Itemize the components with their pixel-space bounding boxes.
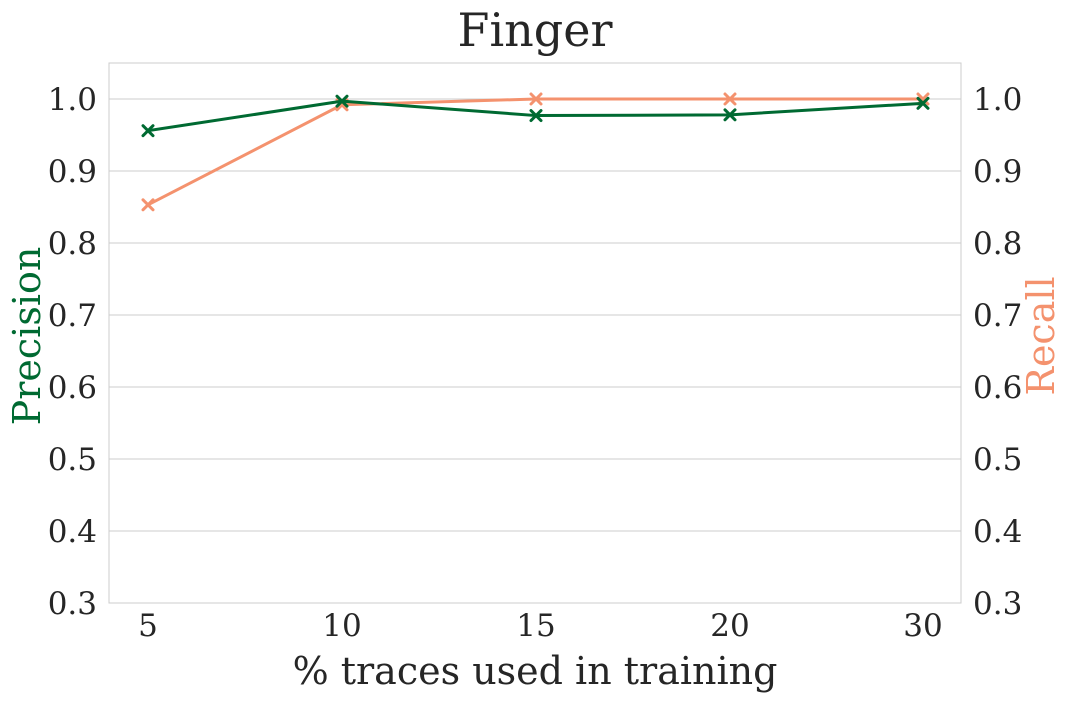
y-tick-label-right: 0.8 (973, 226, 1022, 262)
data-point-precision (141, 124, 155, 138)
y-tick-label-right: 1.0 (973, 82, 1022, 118)
data-point-precision (529, 109, 543, 123)
y-tick-label-left: 1.0 (48, 82, 97, 118)
y-tick-label-right: 0.3 (973, 586, 1022, 622)
data-point-precision (916, 96, 930, 110)
y-tick-label-right: 0.6 (973, 370, 1022, 406)
x-tick-label: 30 (903, 608, 942, 644)
y-tick-label-right: 0.4 (973, 514, 1022, 550)
chart-title: Finger (458, 3, 613, 57)
y-axis-left-label: Precision (5, 247, 49, 426)
data-point-precision (723, 108, 737, 122)
plot-frame (108, 62, 962, 604)
x-tick-label: 15 (516, 608, 555, 644)
y-tick-label-right: 0.5 (973, 442, 1022, 478)
y-tick-label-left: 0.9 (48, 154, 97, 190)
data-point-recall (529, 92, 543, 106)
y-axis-left-ticks: 0.3 0.4 0.5 0.6 0.7 0.8 0.9 1.0 (48, 82, 97, 622)
data-point-precision (335, 94, 349, 108)
grid-lines (109, 98, 961, 604)
x-tick-label: 10 (322, 608, 361, 644)
y-tick-label-left: 0.8 (48, 226, 97, 262)
y-tick-label-left: 0.3 (48, 586, 97, 622)
x-tick-label: 5 (138, 608, 158, 644)
y-axis-right-label: Recall (1019, 276, 1063, 395)
data-point-recall (723, 92, 737, 106)
y-tick-label-left: 0.7 (48, 298, 97, 334)
data-point-recall (141, 198, 155, 212)
y-tick-label-left: 0.5 (48, 442, 97, 478)
y-tick-label-right: 0.9 (973, 154, 1022, 190)
x-axis-ticks: 5 10 15 20 30 (138, 608, 943, 644)
x-tick-label: 20 (710, 608, 749, 644)
series (141, 92, 930, 212)
y-tick-label-right: 0.7 (973, 298, 1022, 334)
x-axis-label: % traces used in training (293, 649, 778, 693)
y-axis-right-ticks: 0.3 0.4 0.5 0.6 0.7 0.8 0.9 1.0 (973, 82, 1022, 622)
y-tick-label-left: 0.4 (48, 514, 97, 550)
y-tick-label-left: 0.6 (48, 370, 97, 406)
